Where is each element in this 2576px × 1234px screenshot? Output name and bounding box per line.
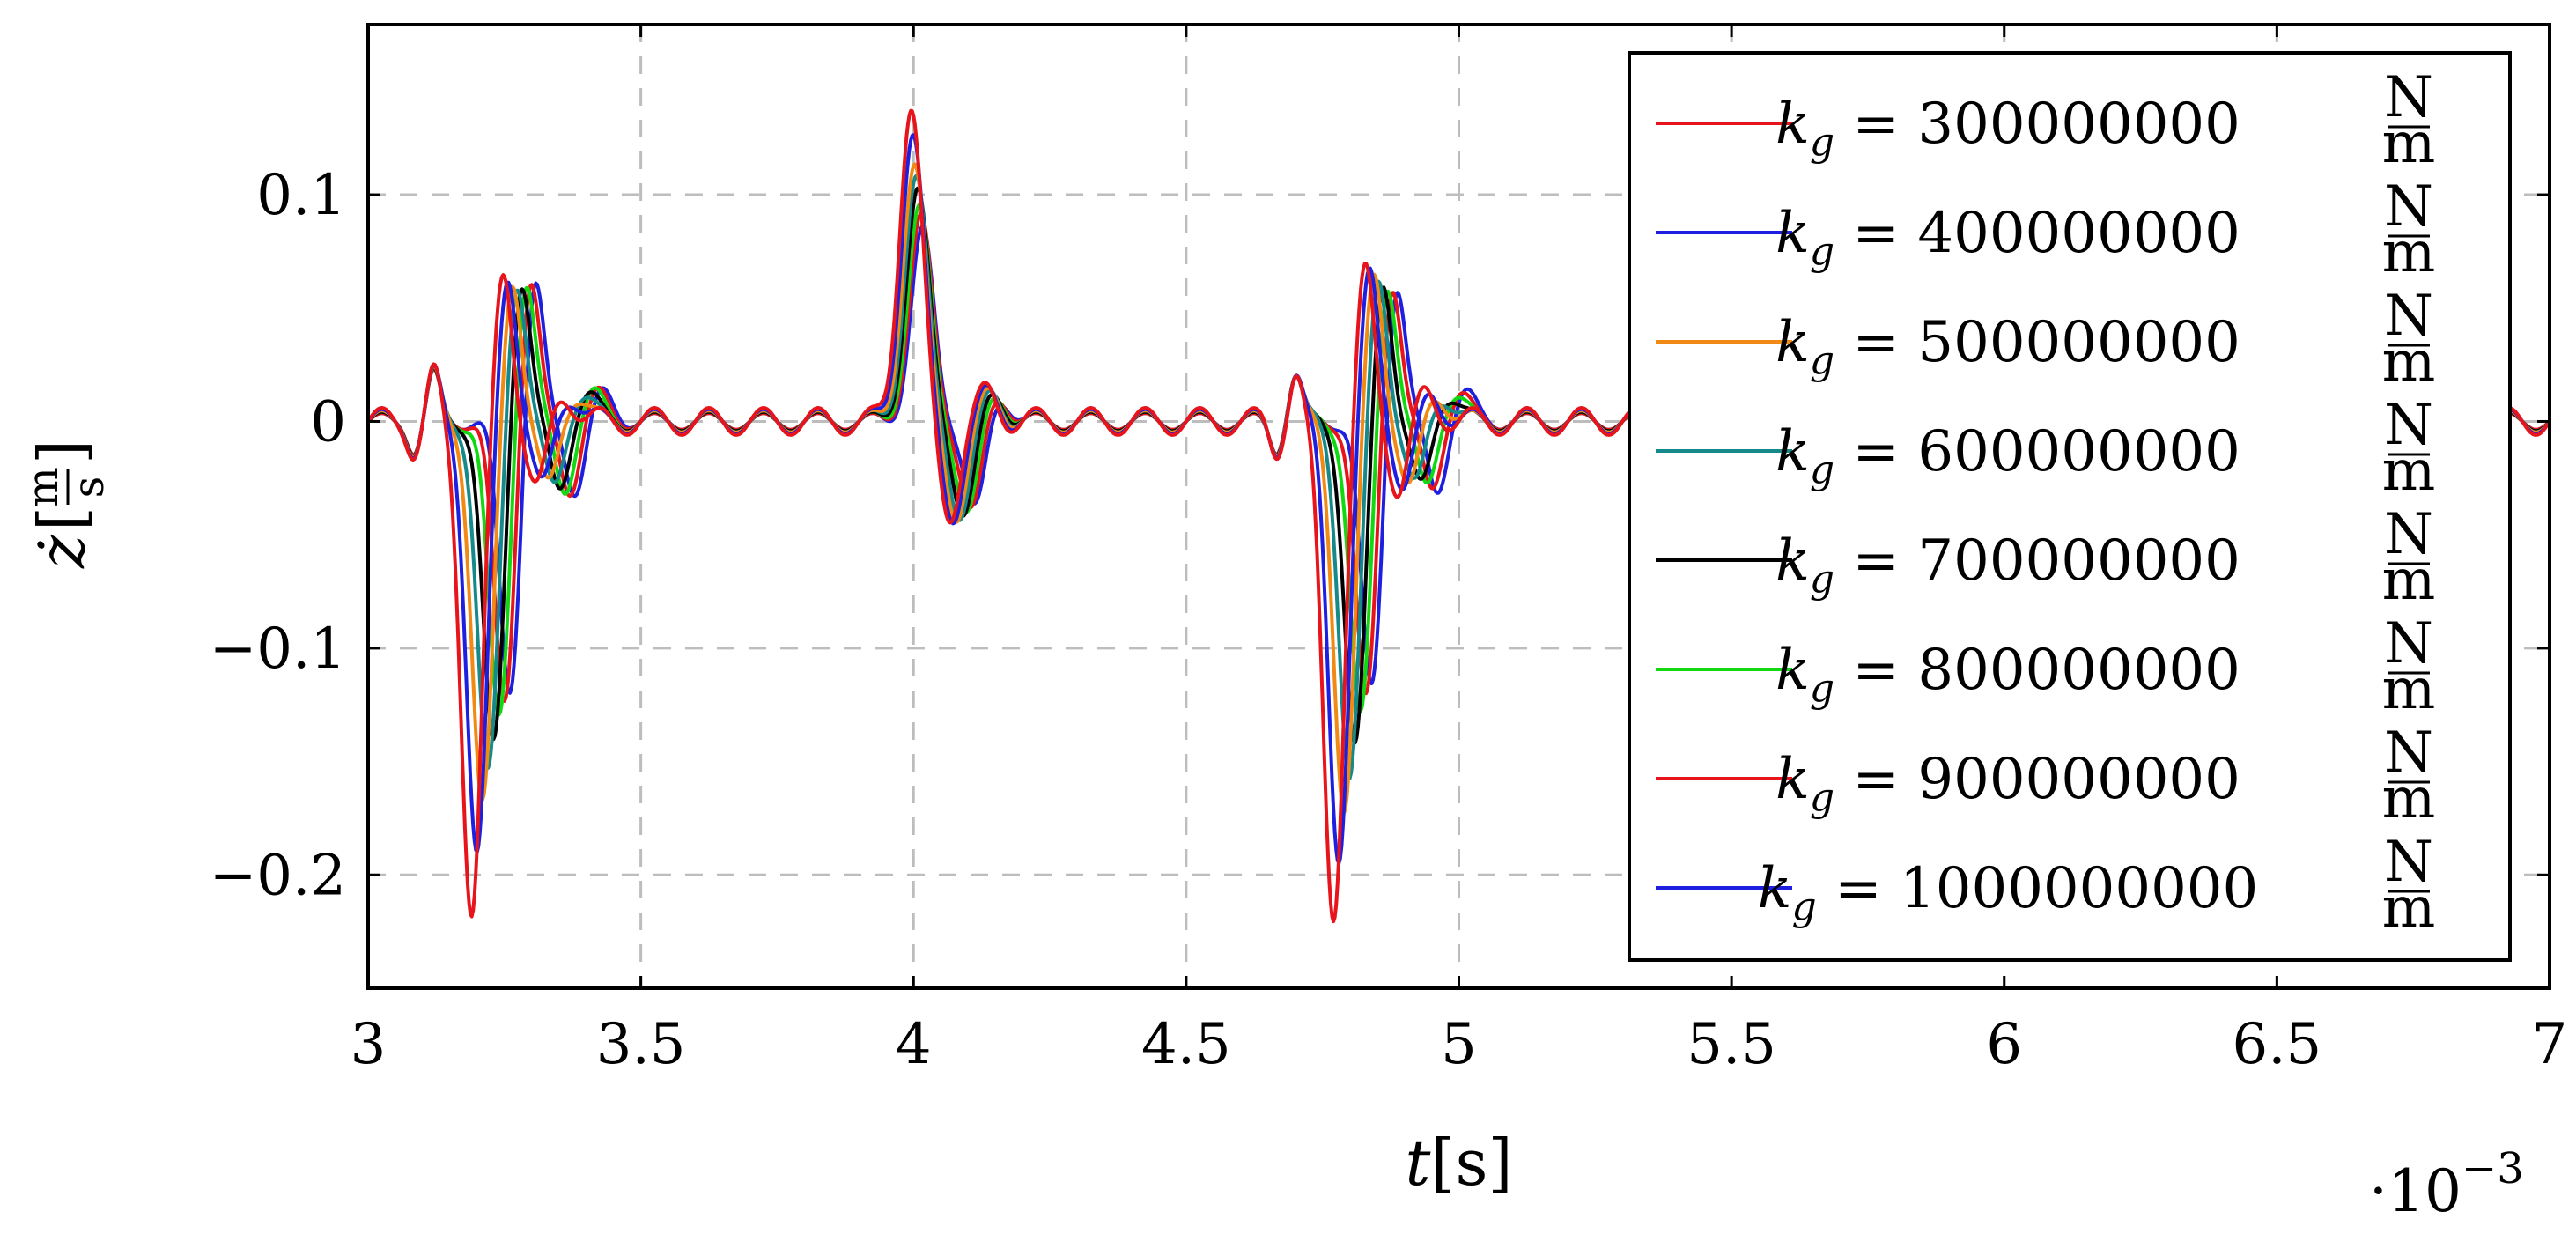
axis-labels: t[s] ·10−3ż[ms] <box>18 440 2524 1225</box>
legend-label-eq: = <box>1834 310 1917 375</box>
legend-label-value: 800000000 <box>1917 638 2240 703</box>
x-axis-unit: s <box>1455 1126 1487 1200</box>
x-scale-exponent: −3 <box>2462 1144 2524 1193</box>
legend-label-eq: = <box>1834 419 1917 484</box>
y-axis-symbol: ż <box>25 534 99 569</box>
legend-unit-den: m <box>2382 548 2436 613</box>
legend-label-value: 1000000000 <box>1900 856 2258 921</box>
x-tick-label: 7 <box>2532 1012 2568 1077</box>
y-axis-unit-num: m <box>18 467 68 507</box>
legend-entry: kg = 300000000 Nm <box>1656 65 2435 176</box>
legend-unit-num: N <box>2384 830 2433 895</box>
legend-label-eq: = <box>1817 856 1900 921</box>
x-axis-bracket: ] <box>1487 1126 1512 1200</box>
x-tick-label: 6.5 <box>2232 1012 2321 1077</box>
axis-ticks: 3 3.5 4 4.5 5 5.5 6 6.5 7 −0.2 −0.1 0 0.1 <box>210 25 2568 1077</box>
y-axis-bracket: ] <box>25 440 99 464</box>
legend-label-sub: g <box>1810 120 1834 165</box>
x-tick-label: 3.5 <box>596 1012 686 1077</box>
legend-label-value: 400000000 <box>1917 201 2240 266</box>
legend-entry: kg = 800000000 Nm <box>1656 611 2435 722</box>
legend-label-var: k <box>1775 419 1810 484</box>
legend-label-var: k <box>1775 528 1810 594</box>
legend-label-eq: = <box>1834 747 1917 812</box>
x-tick-label: 4.5 <box>1141 1012 1231 1077</box>
y-axis-label: ż [ms] <box>18 440 114 569</box>
y-axis-bracket: [ <box>25 506 99 531</box>
legend-label: kg = 600000000 <box>1775 419 2240 492</box>
legend-label-sub: g <box>1810 666 1834 711</box>
legend-label: kg = 500000000 <box>1775 310 2240 383</box>
legend-unit-num: N <box>2384 174 2433 240</box>
legend-unit-num: N <box>2384 720 2433 786</box>
y-tick-label: 0.1 <box>256 163 346 228</box>
legend-label-var: k <box>1758 856 1792 921</box>
y-tick-label: −0.2 <box>210 843 346 908</box>
legend-label-value: 900000000 <box>1917 747 2240 812</box>
x-scale-note: ·10−3 <box>2369 1144 2524 1225</box>
legend-label-value: 500000000 <box>1917 310 2240 375</box>
legend-label-value: 300000000 <box>1917 92 2240 157</box>
legend-label-sub: g <box>1810 338 1834 383</box>
legend-unit-num: N <box>2384 65 2433 130</box>
y-axis-unit-den: s <box>64 477 114 499</box>
x-axis-bracket: [ <box>1430 1126 1455 1200</box>
legend-label-eq: = <box>1834 528 1917 594</box>
x-tick-label: 3 <box>351 1012 387 1077</box>
legend-label-eq: = <box>1834 92 1917 157</box>
legend-label: kg = 1000000000 <box>1758 856 2258 929</box>
legend-label-var: k <box>1775 310 1810 375</box>
legend-label-var: k <box>1775 92 1810 157</box>
legend-entry: kg = 600000000 Nm <box>1656 393 2435 504</box>
legend-entry: kg = 500000000 Nm <box>1656 284 2435 395</box>
x-scale-base: ·10 <box>2369 1157 2462 1225</box>
legend-label: kg = 900000000 <box>1775 747 2240 820</box>
legend-unit-den: m <box>2382 220 2436 285</box>
legend-unit-num: N <box>2384 393 2433 458</box>
legend-label-sub: g <box>1810 447 1834 492</box>
x-axis-label: t[s] <box>1405 1126 1512 1200</box>
legend-unit-num: N <box>2384 284 2433 349</box>
legend-unit-den: m <box>2382 111 2436 176</box>
legend-label: kg = 800000000 <box>1775 638 2240 711</box>
legend-unit-den: m <box>2382 876 2436 941</box>
legend-label-var: k <box>1775 638 1810 703</box>
legend-label: kg = 700000000 <box>1775 528 2240 602</box>
legend-label-var: k <box>1775 747 1810 812</box>
legend-label-eq: = <box>1834 638 1917 703</box>
legend-label-sub: g <box>1810 229 1834 274</box>
legend-entry: kg = 400000000 Nm <box>1656 174 2435 285</box>
legend-unit-num: N <box>2384 502 2433 567</box>
legend-label-sub: g <box>1810 557 1834 602</box>
legend-entry: kg = 900000000 Nm <box>1656 720 2435 831</box>
x-axis-symbol: t <box>1405 1126 1431 1200</box>
x-tick-label: 5 <box>1441 1012 1477 1077</box>
legend-label-eq: = <box>1834 201 1917 266</box>
legend-unit-num: N <box>2384 611 2433 676</box>
legend-label-var: k <box>1775 201 1810 266</box>
x-tick-label: 6 <box>1986 1012 2022 1077</box>
legend-entry: kg = 1000000000 Nm <box>1656 830 2435 941</box>
x-tick-label: 4 <box>896 1012 932 1077</box>
legend-label-sub: g <box>1810 775 1834 820</box>
legend-entry: kg = 700000000 Nm <box>1656 502 2435 613</box>
legend-label-value: 700000000 <box>1917 528 2240 594</box>
legend-box <box>1628 51 2512 962</box>
legend-unit-den: m <box>2382 329 2436 395</box>
legend-unit-den: m <box>2382 766 2436 831</box>
x-tick-label: 5.5 <box>1687 1012 1776 1077</box>
y-tick-label: 0 <box>310 389 346 454</box>
legend-label: kg = 400000000 <box>1775 201 2240 274</box>
legend-unit-den: m <box>2382 657 2436 722</box>
legend-label-value: 600000000 <box>1917 419 2240 484</box>
legend-label: kg = 300000000 <box>1775 92 2240 165</box>
legend-unit-den: m <box>2382 439 2436 504</box>
legend-label-sub: g <box>1792 884 1817 929</box>
y-tick-label: −0.1 <box>210 617 346 682</box>
